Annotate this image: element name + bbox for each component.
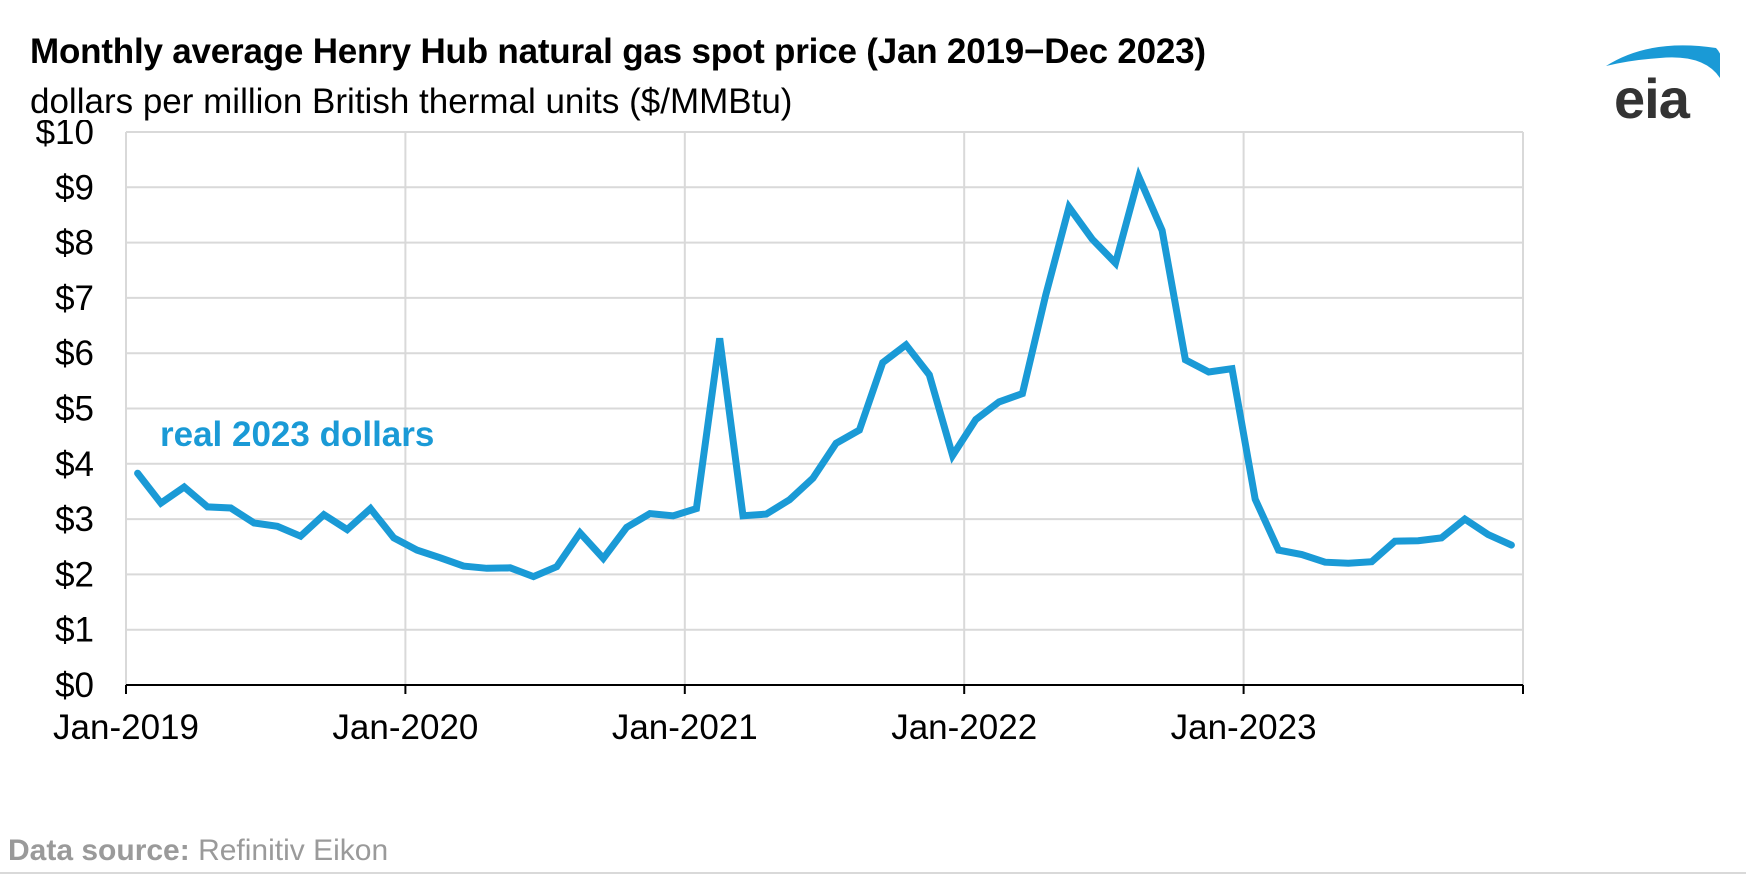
y-tick-label: $7 bbox=[55, 279, 94, 318]
eia-logo: eia bbox=[1600, 44, 1720, 130]
axes bbox=[125, 132, 1524, 694]
y-axis-ticks: $0 $1 $2 $3 $4 $5 $6 $7 $8 $9 $10 bbox=[36, 120, 94, 705]
y-tick-label: $2 bbox=[55, 555, 94, 594]
y-tick-label: $8 bbox=[55, 224, 94, 263]
y-tick-label: $6 bbox=[55, 334, 94, 373]
y-tick-label: $5 bbox=[55, 390, 94, 429]
x-tick-label: Jan-2021 bbox=[612, 708, 758, 747]
x-tick-label: Jan-2023 bbox=[1171, 708, 1317, 747]
y-tick-label: $3 bbox=[55, 500, 94, 539]
grid-lines bbox=[126, 131, 1524, 685]
footer-divider bbox=[0, 872, 1746, 874]
data-source-label: Data source: bbox=[8, 834, 190, 867]
x-tick-label: Jan-2020 bbox=[332, 708, 478, 747]
x-tick-label: Jan-2019 bbox=[53, 708, 199, 747]
series-line bbox=[134, 166, 1515, 581]
x-tick-label: Jan-2022 bbox=[891, 708, 1037, 747]
y-tick-label: $10 bbox=[36, 120, 94, 152]
x-axis-ticks: Jan-2019 Jan-2020 Jan-2021 Jan-2022 Jan-2023 bbox=[53, 708, 1317, 747]
y-tick-label: $1 bbox=[55, 611, 94, 650]
logo-text: eia bbox=[1614, 67, 1690, 130]
chart-title: Monthly average Henry Hub natural gas sp… bbox=[30, 32, 1206, 71]
y-tick-label: $0 bbox=[55, 666, 94, 705]
data-source-value: Refinitiv Eikon bbox=[198, 834, 389, 867]
y-tick-label: $9 bbox=[55, 168, 94, 207]
series-label: real 2023 dollars bbox=[160, 415, 434, 454]
data-source: Data source: Refinitiv Eikon bbox=[8, 834, 388, 868]
y-tick-label: $4 bbox=[55, 445, 94, 484]
series-group bbox=[134, 166, 1515, 581]
chart-subtitle: dollars per million British thermal unit… bbox=[30, 82, 793, 121]
line-chart: $0 $1 $2 $3 $4 $5 $6 $7 $8 $9 $10 Jan-2019 Jan-2020… bbox=[36, 120, 1524, 747]
logo-arc-icon bbox=[1606, 45, 1720, 78]
